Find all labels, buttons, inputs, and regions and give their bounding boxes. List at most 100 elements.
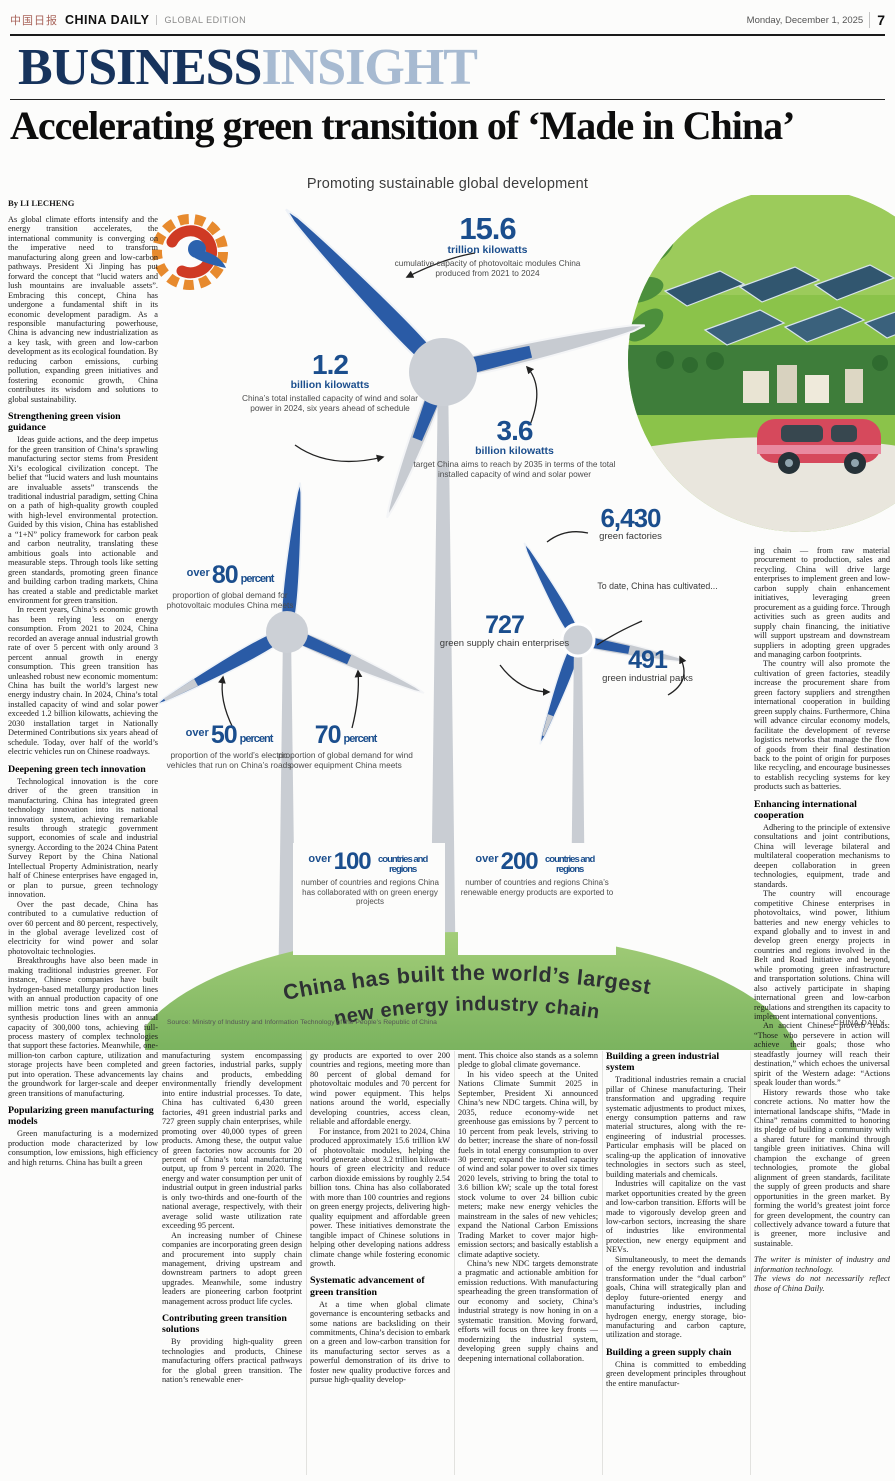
stat-unit: billion kilowatts (290, 379, 370, 391)
column-rule (454, 1051, 455, 1475)
stat-unit: green supply chain enterprises (439, 638, 570, 649)
column-rule (750, 1051, 751, 1475)
stat-prefix: over (186, 567, 210, 579)
stat-industrial-parks: 491 green industrial parks (570, 648, 725, 684)
stat-desc: target China aims to reach by 2035 in te… (413, 459, 616, 479)
article-column-5: Building a green industrial system Tradi… (606, 1051, 746, 1477)
paragraph: In his video speech at the United Nation… (458, 1069, 598, 1259)
paragraph: History rewards those who take concrete … (754, 1087, 890, 1248)
section-heading: Systematic advancement of green transiti… (310, 1275, 425, 1298)
stat-card-partners (293, 843, 445, 955)
source-attribution: Source: Ministry of Industry and Informa… (167, 1019, 437, 1026)
writer-note: The writer is minister of industry and i… (754, 1255, 890, 1274)
graphic-credit: CHINA DAILY (833, 1018, 885, 1027)
stat-prefix: over (185, 727, 209, 739)
article-column-3: gy products are exported to over 200 cou… (310, 1051, 450, 1477)
article-column-6: ing chain — from raw material procuremen… (754, 546, 890, 1477)
paragraph: Breakthroughs have also been made in mak… (8, 956, 158, 1098)
stat-value: 3.6 (496, 415, 534, 446)
stat-export-countries: over200 countries and regions number of c… (459, 850, 615, 897)
paragraph: ment. This choice also stands as a solem… (458, 1051, 598, 1070)
stat-unit: green factories (599, 531, 662, 542)
paragraph: As global climate efforts intensify and … (8, 215, 158, 404)
paragraph: Over the past decade, China has contribu… (8, 899, 158, 956)
dateline: Monday, December 1, 2025 7 (747, 12, 885, 28)
paragraph: Industries will capitalize on the vast m… (606, 1179, 746, 1255)
paragraph: China’s new NDC targets demonstrate a pr… (458, 1258, 598, 1363)
edition-label: GLOBAL EDITION (156, 15, 246, 25)
byline: By LI LECHENG (8, 198, 75, 208)
china-daily-logo: CHINA DAILY (65, 13, 150, 27)
column-rule (602, 1051, 603, 1475)
stat-card-exports (458, 843, 616, 955)
date-text: Monday, December 1, 2025 (746, 14, 864, 26)
stat-value: 1.2 (312, 349, 349, 380)
paragraph: Ideas guide actions, and the deep impetu… (8, 435, 158, 605)
stat-partner-countries: over100 countries and regions number of c… (295, 850, 445, 907)
stat-value: 491 (628, 646, 668, 674)
paragraph: Simultaneously, to meet the demands of t… (606, 1254, 746, 1340)
article-headline: Accelerating green transition of ‘Made i… (10, 103, 795, 148)
section-masthead: BUSINESSINSIGHT (18, 39, 478, 96)
paragraph: China is committed to embedding green de… (606, 1359, 746, 1388)
stat-green-factories: 6,430 green factories (553, 505, 708, 542)
eco-illustration (628, 195, 895, 532)
stat-value: 70 (314, 721, 342, 749)
stat-desc: number of countries and regions China ha… (301, 878, 439, 907)
stat-pv-share: over80 percent proportion of global deman… (155, 563, 305, 611)
stat-unit: trillion kilowatts (447, 244, 528, 256)
section-heading: Enhancing international cooperation (754, 798, 857, 821)
masthead-word-insight: INSIGHT (261, 39, 478, 96)
article-subtitle: Promoting sustainable global development (306, 176, 589, 192)
stat-desc: number of countries and regions China’s … (460, 878, 614, 897)
wind-turbine-large-icon (285, 208, 646, 995)
stat-desc: proportion of the world’s electric vehic… (166, 750, 292, 770)
stat-value: 100 (333, 848, 372, 875)
masthead-word-business: BUSINESS (18, 39, 262, 96)
wind-turbine-medium-icon (155, 482, 425, 1010)
callout-arrows (218, 252, 687, 729)
stat-ev-share: over50 percent proportion of the world’s … (155, 723, 303, 771)
paragraph: Green manufacturing is a modernized prod… (8, 1129, 158, 1167)
stat-desc: China’s total installed capacity of wind… (241, 393, 419, 413)
section-heading: Deepening green tech innovation (8, 763, 146, 775)
stat-wind-share: 70 percent proportion of global demand fo… (273, 723, 418, 771)
paragraph: ing chain — from raw material procuremen… (754, 546, 890, 659)
stat-value: 200 (500, 848, 539, 875)
column-rule (306, 1051, 307, 1475)
infographic: China has built the world’s largest new … (145, 195, 895, 1050)
stat-unit: countries and regions (377, 853, 428, 875)
china-daily-chinese-logo: 中国日报 (10, 15, 58, 27)
paragraph: Traditional industries remain a crucial … (606, 1075, 746, 1179)
section-heading: Strengthening green vision guidance (8, 411, 121, 434)
article-column-1: As global climate efforts intensify and … (8, 215, 158, 1475)
stat-unit: percent (240, 573, 275, 585)
stat-pv-capacity: 15.6 trillion kilowatts cumulative capac… (385, 213, 590, 279)
article-column-4: ment. This choice also stands as a solem… (458, 1051, 598, 1477)
paragraph: The country will encourage competitive C… (754, 889, 890, 1022)
masthead-rule (10, 99, 885, 100)
section-heading: Contributing green transition solutions (162, 1313, 287, 1336)
paragraph: gy products are exported to over 200 cou… (310, 1051, 450, 1127)
stat-2035-target: 3.6 billion kilowatts target China aims … (412, 417, 617, 480)
section-heading: Building a green industrial system (606, 1051, 720, 1074)
stat-prefix: over (475, 853, 499, 865)
paragraph: At a time when global climate governance… (310, 1299, 450, 1385)
paragraph: Technological innovation is the core dri… (8, 776, 158, 900)
stat-value: 50 (210, 721, 238, 749)
stat-desc: proportion of global demand for photovol… (166, 590, 294, 610)
stat-value: 6,430 (600, 503, 661, 533)
stat-installed-capacity: 1.2 billion kilowatts China’s total inst… (230, 351, 430, 414)
stat-unit: countries and regions (544, 853, 595, 875)
solar-panel-icon (663, 264, 895, 346)
stat-prefix: over (308, 853, 332, 865)
green-hill (145, 932, 798, 1050)
disclaimer-note: The views do not necessarily reflect tho… (754, 1274, 890, 1293)
stat-unit: green industrial parks (602, 673, 693, 684)
stat-value: 727 (485, 611, 525, 639)
paragraph: An ancient Chinese proverb reads: “Those… (754, 1021, 890, 1088)
gear-logo-icon (152, 214, 228, 290)
brand-block: 中国日报 CHINA DAILY GLOBAL EDITION (10, 12, 246, 28)
red-car-icon (757, 419, 881, 474)
